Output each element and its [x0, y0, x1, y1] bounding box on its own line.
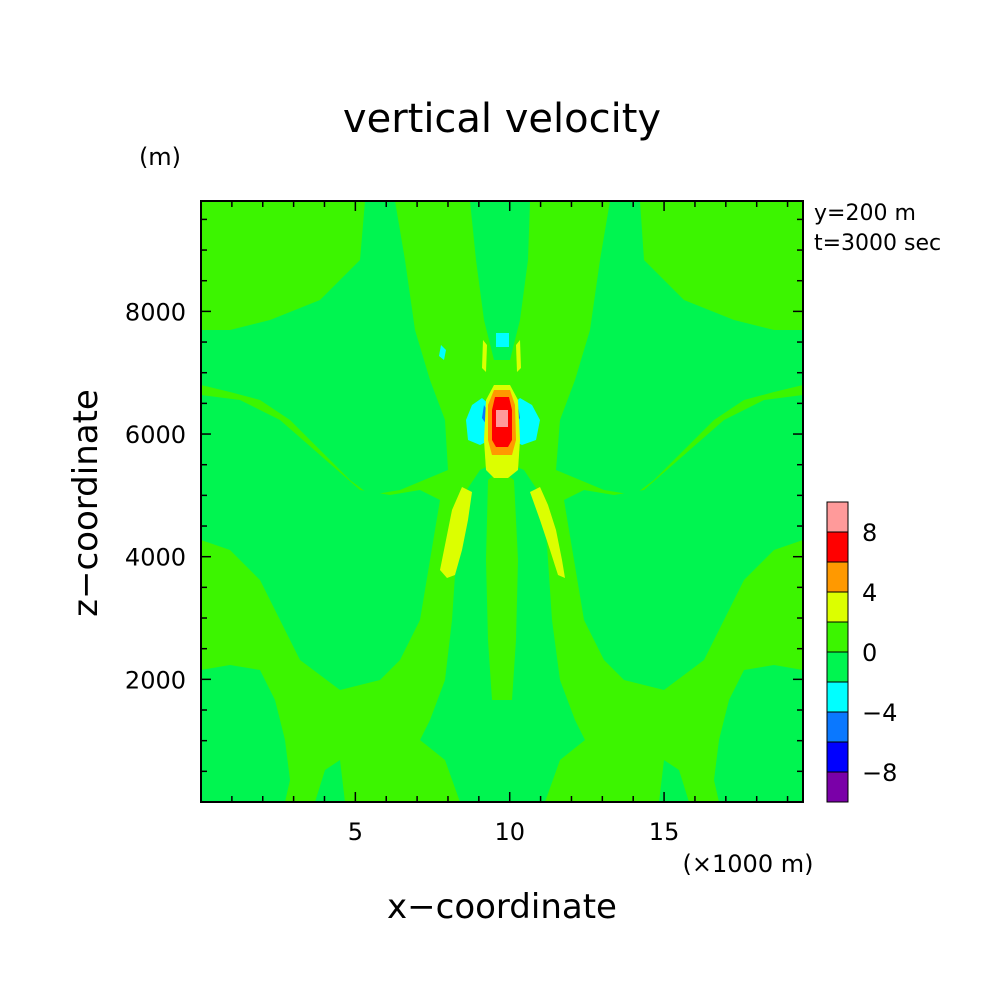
contour-neg-right	[564, 395, 803, 690]
y-axis-label: z−coordinate	[66, 389, 106, 617]
contour-upper-yellow-right	[516, 340, 521, 372]
x-tick-label: 5	[348, 818, 363, 846]
contour-neg-lower-mid-r	[659, 760, 689, 802]
colorbar-swatch	[826, 531, 849, 563]
colorbar-swatch	[826, 651, 849, 683]
contour-flank-right	[530, 487, 565, 578]
colorbar-swatch	[826, 561, 849, 593]
colorbar-label: 8	[862, 519, 877, 547]
y-tick-label: 4000	[125, 544, 186, 572]
annotation-t: t=3000 sec	[814, 231, 941, 256]
y-unit-label: (m)	[139, 143, 181, 171]
contour-core-8-10	[496, 410, 508, 427]
axis-ticks: 5 10 15 2000 4000 6000 8000	[125, 201, 803, 846]
y-tick-label: 2000	[125, 666, 186, 694]
colorbar-swatch	[826, 741, 849, 773]
annotation-y: y=200 m	[814, 201, 916, 226]
contour-neg-lower-right	[714, 665, 803, 802]
contour-upper-downdraft	[496, 333, 509, 347]
colorbar-label: 0	[862, 639, 877, 667]
colorbar-swatch	[826, 501, 849, 533]
y-tick-label: 8000	[125, 298, 186, 326]
contour-neg-band-upper	[201, 201, 448, 495]
contour-neg-left	[201, 395, 440, 690]
colorbar-swatch	[826, 771, 849, 803]
plot-area: 5 10 15 2000 4000 6000 8000	[125, 200, 804, 846]
contour-neg-top-center	[470, 201, 530, 360]
plot-frame	[200, 200, 804, 803]
colorbar-swatch	[826, 591, 849, 623]
contour-neg-lower-mid	[315, 760, 345, 802]
colorbar: −8 −4 0 4 8	[826, 501, 897, 803]
x-tick-label: 10	[494, 818, 525, 846]
x-unit-label: (×1000 m)	[683, 850, 814, 878]
colorbar-swatch	[826, 711, 849, 743]
x-tick-label: 15	[649, 818, 680, 846]
contour-flank-left	[440, 487, 472, 578]
colorbar-swatch	[826, 681, 849, 713]
contour-neg-lower-left	[201, 665, 290, 802]
colorbar-label: 4	[862, 579, 877, 607]
x-axis-label: x−coordinate	[387, 887, 617, 927]
colorbar-label: −4	[862, 699, 897, 727]
contour-small-cyan-left	[439, 345, 446, 360]
contour-pos-center-column	[486, 470, 518, 700]
contour-neg-band-upper-r	[556, 201, 803, 495]
contour-fills	[201, 201, 803, 802]
chart-title: vertical velocity	[343, 96, 661, 142]
contour-upper-yellow-left	[482, 340, 487, 372]
colorbar-label: −8	[862, 759, 897, 787]
y-tick-label: 6000	[125, 421, 186, 449]
colorbar-swatch	[826, 621, 849, 653]
